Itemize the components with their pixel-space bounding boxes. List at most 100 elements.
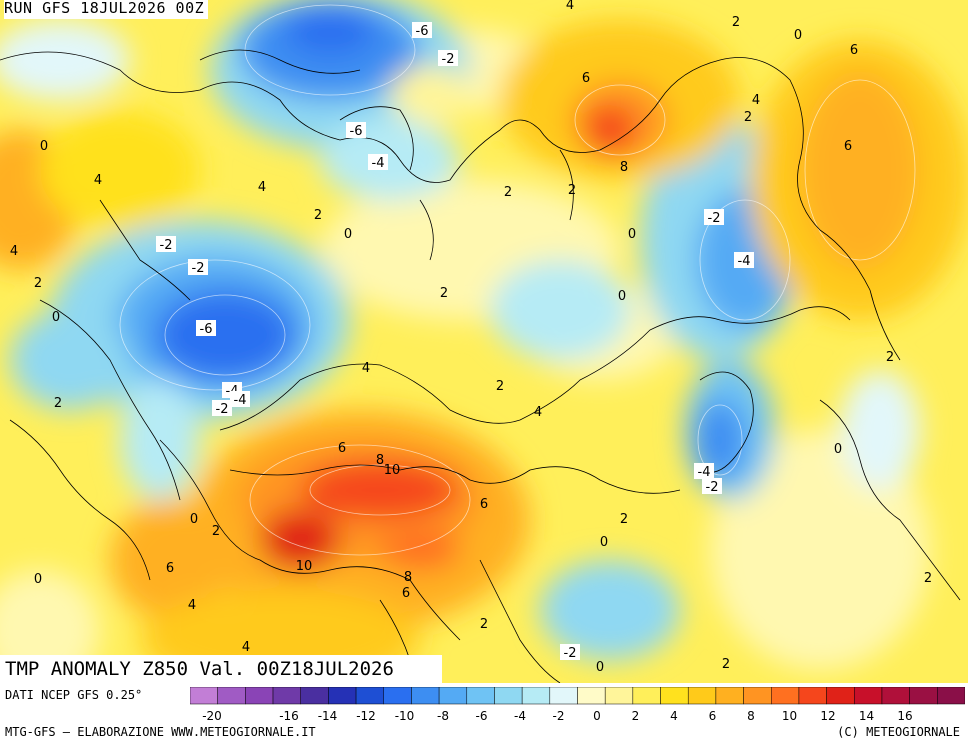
contour-label: 0 bbox=[52, 310, 60, 325]
contour-label: -6 bbox=[412, 22, 432, 39]
contour-label: 2 bbox=[496, 379, 504, 394]
contour-label: -2 bbox=[438, 50, 458, 67]
contour-label-text: 2 bbox=[744, 110, 752, 125]
contour-labels: 4206-6-20-6-464286242420-242002-2-4-6-4-… bbox=[10, 0, 932, 675]
contour-label: 2 bbox=[34, 276, 42, 291]
scale-swatch bbox=[937, 687, 965, 705]
contour-label-text: 2 bbox=[504, 185, 512, 200]
scale-swatch bbox=[771, 687, 800, 705]
contour-label: -6 bbox=[346, 122, 366, 139]
contour-label-text: 10 bbox=[296, 559, 313, 574]
scale-swatch bbox=[881, 687, 910, 705]
contour-label-text: 4 bbox=[258, 180, 266, 195]
contour-label: 6 bbox=[480, 497, 488, 512]
contour-label-text: 6 bbox=[166, 561, 174, 576]
contour-label: 0 bbox=[794, 28, 802, 43]
contour-label: -2 bbox=[188, 259, 208, 276]
contour-label-text: 6 bbox=[850, 43, 858, 58]
contour-label-text: 4 bbox=[242, 640, 250, 655]
contour-label-text: 0 bbox=[34, 572, 42, 587]
contour-label: 2 bbox=[212, 524, 220, 539]
contour-label-text: 2 bbox=[722, 657, 730, 672]
contour-label-text: 2 bbox=[212, 524, 220, 539]
scale-swatch bbox=[854, 687, 883, 705]
contour-label: 4 bbox=[258, 180, 266, 195]
contour-label-text: 8 bbox=[620, 160, 628, 175]
scale-tick-label: 6 bbox=[709, 709, 717, 723]
contour-label-text: 0 bbox=[794, 28, 802, 43]
contour-label: 4 bbox=[566, 0, 574, 13]
contour-label-text: 0 bbox=[190, 512, 198, 527]
scale-swatch bbox=[604, 687, 634, 705]
contour-label-text: 2 bbox=[440, 286, 448, 301]
scale-tick-label: -14 bbox=[318, 709, 338, 723]
contour-label: -2 bbox=[702, 478, 722, 495]
contour-label: -4 bbox=[368, 154, 388, 171]
contour-label-text: 4 bbox=[10, 244, 18, 259]
scale-swatch bbox=[549, 687, 578, 705]
contour-label-text: 6 bbox=[480, 497, 488, 512]
scale-tick-label: 8 bbox=[747, 709, 755, 723]
scale-swatch bbox=[826, 687, 855, 705]
scale-swatch bbox=[217, 687, 246, 705]
contour-label-text: 6 bbox=[402, 586, 410, 601]
contour-label-text: 8 bbox=[376, 453, 384, 468]
contour-label-text: 6 bbox=[844, 139, 852, 154]
contour-label: 6 bbox=[166, 561, 174, 576]
contour-label: 0 bbox=[190, 512, 198, 527]
contour-label: 2 bbox=[744, 110, 752, 125]
contour-label: 0 bbox=[600, 535, 608, 550]
contour-label-text: -2 bbox=[708, 211, 721, 226]
contour-label-text: 0 bbox=[600, 535, 608, 550]
scale-swatch bbox=[521, 687, 551, 705]
contour-label-text: 0 bbox=[596, 660, 604, 675]
contour-label: 8 bbox=[376, 453, 384, 468]
contour-label-text: -2 bbox=[160, 238, 173, 253]
contour-label-text: 2 bbox=[620, 512, 628, 527]
scale-swatch bbox=[411, 687, 440, 705]
contour-label: 2 bbox=[504, 185, 512, 200]
contour-label-text: 2 bbox=[496, 379, 504, 394]
contour-label-text: 2 bbox=[480, 617, 488, 632]
contour-label-text: 4 bbox=[534, 405, 542, 420]
contour-label-text: 4 bbox=[188, 598, 196, 613]
contour-label-text: 2 bbox=[34, 276, 42, 291]
contour-label: 4 bbox=[752, 93, 760, 108]
contour-label-text: -2 bbox=[706, 480, 719, 495]
color-scale: -20-16-14-12-10-8-6-4-2024681012141620 bbox=[190, 687, 965, 723]
contour-label: -4 bbox=[230, 391, 250, 408]
contour-label-text: -4 bbox=[738, 254, 751, 269]
scale-swatch bbox=[632, 687, 661, 705]
contour-label: 0 bbox=[344, 227, 352, 242]
scale-swatch bbox=[715, 687, 744, 705]
scale-swatch bbox=[272, 687, 301, 705]
temperature-anomaly-map: 4206-6-20-6-464286242420-242002-2-4-6-4-… bbox=[0, 0, 968, 683]
scale-tick-label: -8 bbox=[437, 709, 449, 723]
scale-swatch bbox=[687, 687, 717, 705]
contour-label-text: 0 bbox=[628, 227, 636, 242]
contour-label: 2 bbox=[440, 286, 448, 301]
contour-label: 2 bbox=[568, 183, 576, 198]
scale-swatch bbox=[190, 687, 218, 705]
contour-label: -6 bbox=[196, 320, 216, 337]
scale-swatch bbox=[466, 687, 495, 705]
contour-label: 8 bbox=[404, 570, 412, 585]
contour-label: 6 bbox=[338, 441, 346, 456]
contour-label: 8 bbox=[620, 160, 628, 175]
scale-swatch bbox=[383, 687, 412, 705]
contour-label-text: 2 bbox=[732, 15, 740, 30]
scale-tick-label: 2 bbox=[632, 709, 640, 723]
contour-label: 2 bbox=[924, 571, 932, 586]
contour-lines bbox=[119, 4, 916, 556]
borders bbox=[0, 49, 961, 683]
contour-label: 0 bbox=[596, 660, 604, 675]
scale-tick-label: -4 bbox=[514, 709, 526, 723]
contour-label: -4 bbox=[734, 252, 754, 269]
scale-tick-label: 16 bbox=[897, 709, 912, 723]
scale-swatch bbox=[660, 687, 689, 705]
contour-label-text: 8 bbox=[404, 570, 412, 585]
contour-label-text: 2 bbox=[568, 183, 576, 198]
contour-label-text: 4 bbox=[94, 173, 102, 188]
scale-tick-label: 0 bbox=[593, 709, 601, 723]
scale-tick-label: -12 bbox=[356, 709, 376, 723]
